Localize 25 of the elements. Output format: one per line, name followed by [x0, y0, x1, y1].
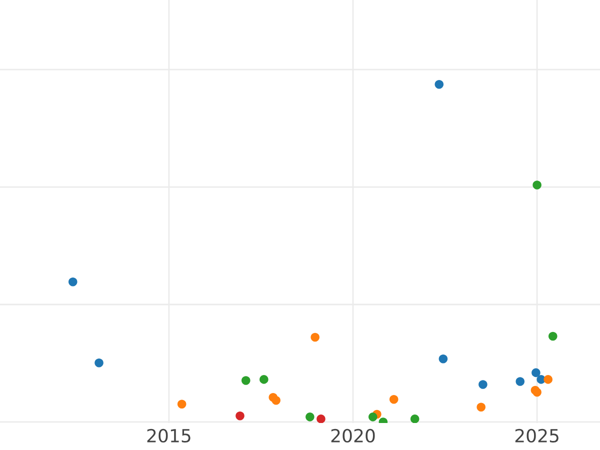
point — [272, 396, 280, 405]
x-tick-label: 2025 — [515, 428, 558, 443]
point — [177, 400, 186, 408]
point — [478, 380, 488, 389]
point — [532, 180, 542, 190]
point — [410, 414, 420, 423]
point — [548, 332, 558, 341]
point — [306, 412, 314, 422]
point — [241, 376, 250, 385]
point — [438, 354, 448, 364]
point — [316, 414, 326, 423]
point — [516, 377, 525, 386]
point — [94, 358, 104, 368]
point — [260, 375, 268, 384]
point — [434, 80, 444, 89]
point — [544, 375, 552, 384]
point — [368, 412, 378, 422]
point — [68, 277, 78, 286]
point — [532, 368, 540, 378]
x-tick-label: 2015 — [147, 428, 190, 443]
x-tick-label: 2020 — [331, 428, 375, 443]
point — [476, 402, 486, 412]
point — [389, 394, 398, 404]
point — [236, 412, 244, 420]
point — [310, 332, 320, 342]
